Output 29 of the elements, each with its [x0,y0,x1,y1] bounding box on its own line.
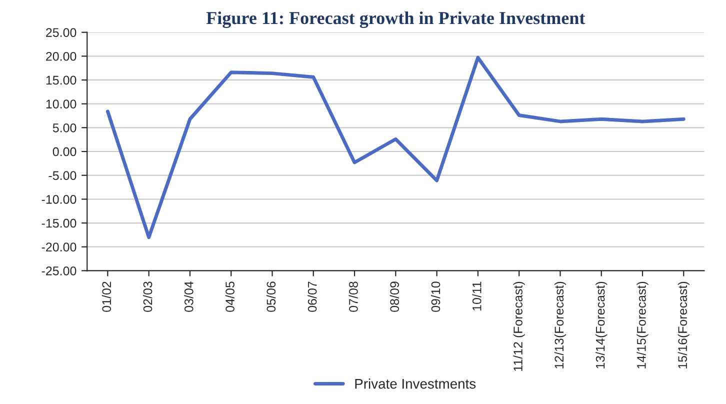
y-tick-label: -5.00 [48,171,76,180]
x-tick-label: 06/07 [308,282,317,312]
x-tick-label: 03/04 [184,281,194,312]
x-tick-label: 12/13(Forecast) [554,282,566,368]
x-tick-label: 14/15(Forecast) [636,282,648,368]
x-tick-label: 01/02 [102,282,112,312]
legend-label: Private Investments [355,378,476,389]
x-tick-label: 13/14(Forecast) [596,282,608,368]
y-tick-label: -15.00 [42,218,76,228]
y-tick-label: 10.00 [46,100,76,108]
y-tick-label: -20.00 [42,242,76,252]
x-tick-label: 15/16(Forecast) [678,282,690,368]
y-tick-label: 0.00 [52,147,76,156]
line-series [106,56,686,240]
x-tick-label: 09/10 [430,282,440,312]
y-tick-label: -10.00 [42,194,76,204]
x-tick-label: 05/06 [266,282,276,312]
x-tick-label: 08/09 [390,282,400,312]
x-tick-label: 04/05 [225,282,234,312]
y-tick-label: 20.00 [46,52,76,61]
x-tick-label: 11/12 (Forecast) [513,282,525,371]
chart-title: Figure 11: Forecast growth in Private Investment [206,11,586,28]
x-tick-label: 02/03 [143,282,152,312]
x-tick-label: 10/11 [472,282,482,310]
y-tick-label: -25.00 [42,266,76,276]
x-tick-label: 07/08 [348,282,358,312]
y-tick-label: 5.00 [52,123,76,132]
y-tick-label: 15.00 [46,76,76,85]
y-tick-label: 25.00 [46,28,76,37]
